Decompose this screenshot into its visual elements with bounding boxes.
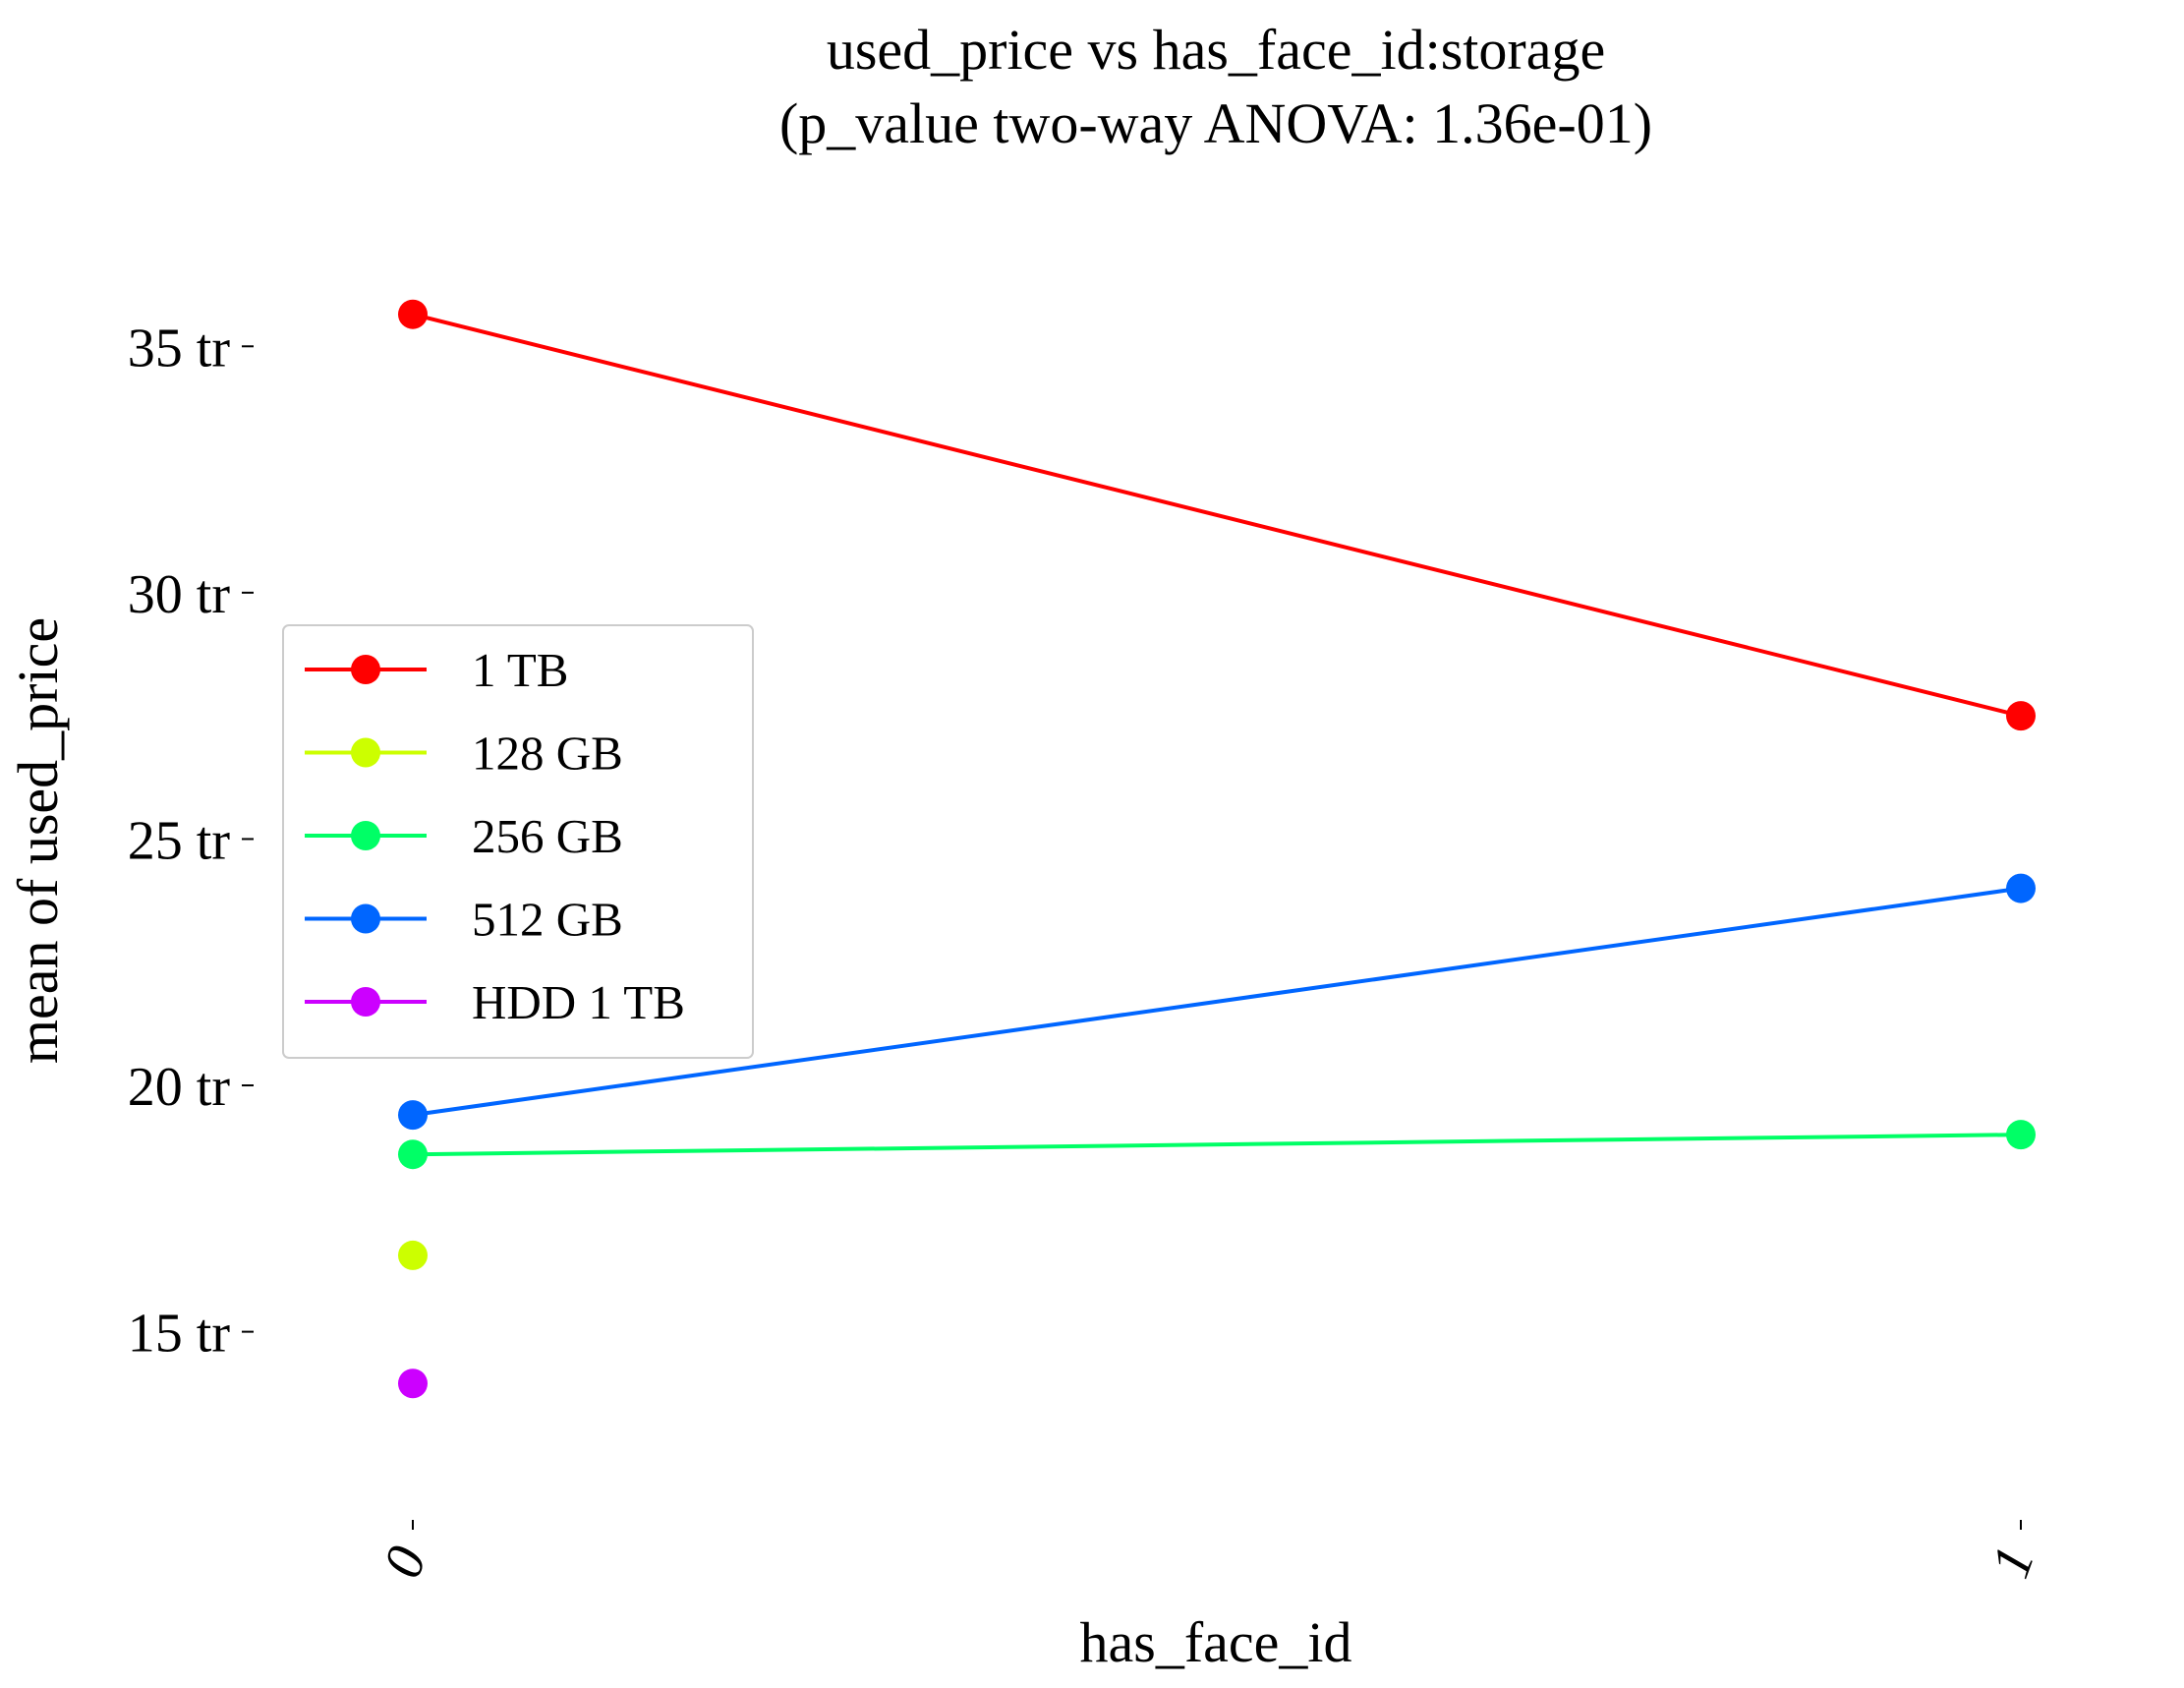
legend-marker <box>351 903 380 934</box>
data-point <box>398 1100 428 1131</box>
legend-marker <box>351 655 380 684</box>
legend-marker <box>351 987 380 1017</box>
y-tick-label: 15 tr <box>128 1304 231 1365</box>
data-point <box>398 1139 428 1170</box>
x-axis-label: has_face_id <box>1080 1610 1352 1674</box>
y-tick-label: 30 tr <box>128 564 231 625</box>
data-point <box>398 299 428 329</box>
legend: 1 TB 128 GB 256 GB 512 GB HDD 1 TB <box>282 624 754 1059</box>
y-tick-label: 35 tr <box>128 318 231 378</box>
y-tick-label: 20 tr <box>128 1057 231 1118</box>
data-point <box>2006 1120 2036 1150</box>
y-axis: 15 tr 20 tr 25 tr 30 tr 35 tr <box>128 318 254 1365</box>
legend-marker <box>351 737 380 768</box>
legend-label: 512 GB <box>472 893 623 947</box>
chart-subtitle: (p_value two-way ANOVA: 1.36e-01) <box>779 91 1652 155</box>
plot-area <box>398 299 2036 1399</box>
data-point <box>2006 873 2036 903</box>
data-point <box>2006 701 2036 731</box>
legend-frame <box>282 624 754 1059</box>
x-tick-label: 0 <box>372 1539 438 1586</box>
x-tick-label: 1 <box>1980 1539 2046 1586</box>
data-point <box>398 1368 428 1399</box>
legend-label: HDD 1 TB <box>472 975 685 1029</box>
y-tick-label: 25 tr <box>128 810 231 871</box>
chart-title: used_price vs has_face_id:storage <box>827 18 1605 82</box>
data-point <box>398 1240 428 1270</box>
legend-label: 128 GB <box>472 727 623 781</box>
y-axis-label: mean of used_price <box>6 617 70 1064</box>
series-line <box>412 1133 2022 1157</box>
legend-label: 256 GB <box>472 809 623 863</box>
legend-label: 1 TB <box>472 643 568 697</box>
series-line <box>412 886 2022 1118</box>
series-line <box>412 312 2022 719</box>
legend-marker <box>351 821 380 850</box>
